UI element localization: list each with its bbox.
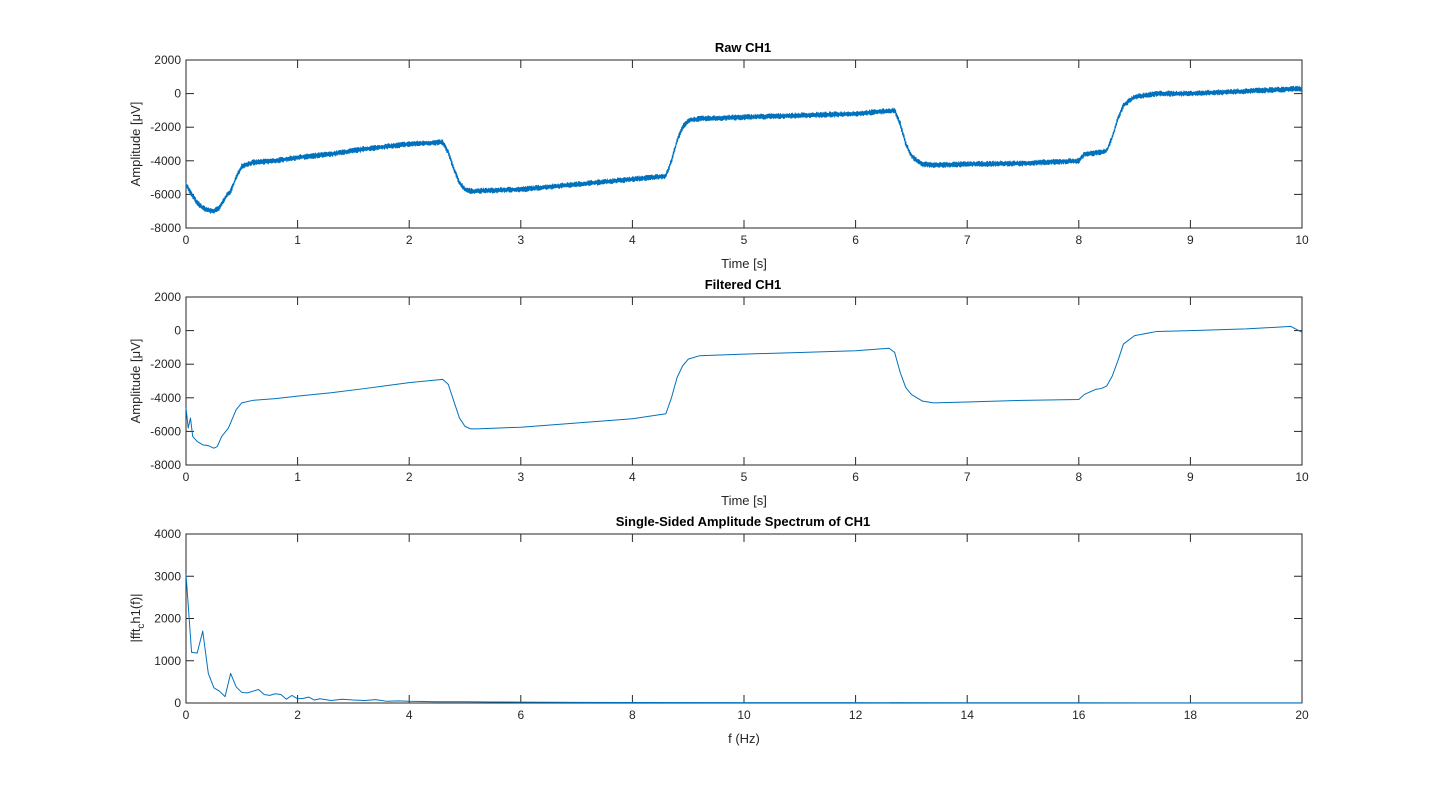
y-tick-label: 0: [174, 324, 181, 338]
x-tick-label: 18: [1184, 708, 1198, 722]
x-tick-label: 6: [852, 233, 859, 247]
filtered-ch1-yticks: 2000 0 -2000 -4000 -6000 -8000: [150, 290, 1302, 472]
raw-ch1-xlabel: Time [s]: [721, 256, 767, 271]
x-tick-label: 6: [517, 708, 524, 722]
y-tick-label: 2000: [154, 612, 181, 626]
x-tick-label: 8: [629, 708, 636, 722]
spectrum-ch1-axes: [185, 533, 1303, 704]
spectrum-ch1-xticks: 0 2 4 6 8 10 12 14 16 18 20: [183, 534, 1309, 722]
x-tick-label: 0: [183, 233, 190, 247]
raw-ch1-xticks: 0 1 2 3 4 5 6 7 8 9 10: [183, 60, 1309, 247]
spectrum-ch1-title: Single-Sided Amplitude Spectrum of CH1: [616, 514, 870, 529]
y-tick-label: -8000: [150, 221, 181, 235]
spectrum-ch1-series-line: [185, 574, 1303, 704]
x-tick-label: 14: [961, 708, 975, 722]
y-tick-label: -8000: [150, 458, 181, 472]
y-tick-label: -4000: [150, 391, 181, 405]
x-tick-label: 10: [1295, 470, 1309, 484]
y-tick-label: -2000: [150, 357, 181, 371]
filtered-ch1-xticks: 0 1 2 3 4 5 6 7 8 9 10: [183, 297, 1309, 484]
x-tick-label: 2: [294, 708, 301, 722]
spectrum-ylabel-part-1: |fft: [128, 628, 143, 642]
x-tick-label: 7: [964, 233, 971, 247]
y-tick-label: -6000: [150, 424, 181, 438]
spectrum-ch1-panel: Single-Sided Amplitude Spectrum of CH1 0…: [128, 514, 1309, 746]
raw-ch1-title: Raw CH1: [715, 40, 771, 55]
x-tick-label: 9: [1187, 233, 1194, 247]
x-tick-label: 5: [741, 233, 748, 247]
x-tick-label: 20: [1295, 708, 1309, 722]
raw-ch1-ylabel: Amplitude [μV]: [128, 102, 143, 187]
y-tick-label: 2000: [154, 53, 181, 67]
filtered-ch1-panel: Filtered CH1 0 1 2 3 4 5 6 7 8 9 10 2000 0 -2000 -400…: [128, 277, 1309, 508]
spectrum-ch1-yticks: 4000 3000 2000 1000 0: [154, 527, 1302, 710]
spectrum-ylabel-subscript: c: [136, 624, 147, 629]
x-tick-label: 9: [1187, 470, 1194, 484]
y-tick-label: 0: [174, 696, 181, 710]
spectrum-ch1-xlabel: f (Hz): [728, 731, 760, 746]
x-tick-label: 10: [1295, 233, 1309, 247]
filtered-ch1-title: Filtered CH1: [705, 277, 782, 292]
x-tick-label: 5: [741, 470, 748, 484]
raw-ch1-yticks: 2000 0 -2000 -4000 -6000 -8000: [150, 53, 1302, 235]
x-tick-label: 4: [406, 708, 413, 722]
y-tick-label: 3000: [154, 569, 181, 583]
x-tick-label: 2: [406, 233, 413, 247]
x-tick-label: 4: [629, 233, 636, 247]
x-tick-label: 0: [183, 470, 190, 484]
x-tick-label: 8: [1075, 233, 1082, 247]
spectrum-ylabel-part-2: h1(f)|: [128, 593, 143, 623]
y-tick-label: 1000: [154, 654, 181, 668]
filtered-ch1-axes: [185, 296, 1303, 466]
x-tick-label: 2: [406, 470, 413, 484]
y-tick-label: 4000: [154, 527, 181, 541]
y-tick-label: -6000: [150, 187, 181, 201]
x-tick-label: 0: [183, 708, 190, 722]
filtered-ch1-series-line: [185, 325, 1303, 449]
x-tick-label: 6: [852, 470, 859, 484]
raw-ch1-panel: Raw CH1 0 1 2 3 4 5 6 7 8 9 10 2000 0 -2000 -4000 -600…: [128, 40, 1309, 271]
y-tick-label: -2000: [150, 120, 181, 134]
x-tick-label: 1: [294, 470, 301, 484]
spectrum-ch1-ylabel: |fftch1(f)|: [128, 593, 147, 642]
x-tick-label: 4: [629, 470, 636, 484]
x-tick-label: 8: [1075, 470, 1082, 484]
x-tick-label: 1: [294, 233, 301, 247]
raw-ch1-series-line: [185, 85, 1303, 214]
y-tick-label: -4000: [150, 154, 181, 168]
y-tick-label: 0: [174, 87, 181, 101]
x-tick-label: 3: [517, 233, 524, 247]
filtered-ch1-ylabel: Amplitude [μV]: [128, 339, 143, 424]
x-tick-label: 7: [964, 470, 971, 484]
x-tick-label: 12: [849, 708, 863, 722]
raw-ch1-axes: [185, 59, 1303, 229]
x-tick-label: 16: [1072, 708, 1086, 722]
x-tick-label: 10: [737, 708, 751, 722]
x-tick-label: 3: [517, 470, 524, 484]
y-tick-label: 2000: [154, 290, 181, 304]
filtered-ch1-xlabel: Time [s]: [721, 493, 767, 508]
